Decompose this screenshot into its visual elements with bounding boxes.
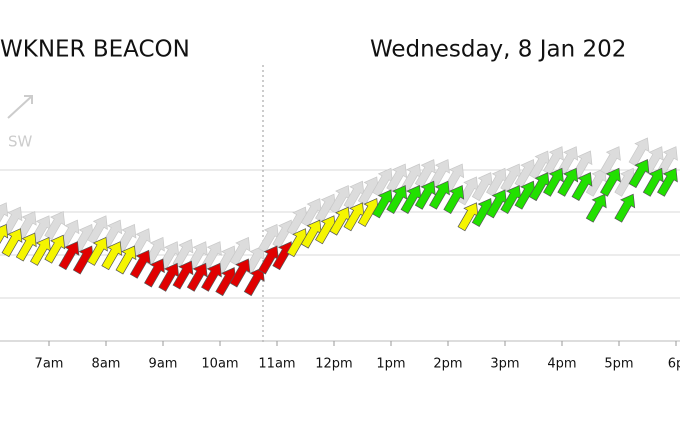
gust-arrow — [0, 202, 9, 232]
wind-arrow — [0, 223, 9, 253]
wind-arrow — [614, 193, 636, 223]
direction-label: SW — [8, 133, 33, 151]
wind-arrow — [87, 236, 108, 266]
chart-title: WKNER BEACON — [0, 37, 190, 63]
wind-arrow — [201, 262, 222, 292]
wind-arrow — [657, 167, 678, 197]
wind-arrow — [58, 241, 80, 271]
x-tick-label: 11am — [258, 357, 295, 372]
gust-arrow — [600, 146, 621, 176]
wind-arrow — [386, 185, 408, 214]
wind-arrow — [115, 245, 137, 275]
wind-arrow — [600, 167, 621, 197]
wind-arrow — [571, 172, 593, 202]
x-tick-label: 7am — [35, 357, 64, 372]
x-tick-label: 4pm — [547, 357, 576, 372]
wind-arrow — [543, 167, 564, 197]
wind-arrow — [15, 232, 37, 262]
wind-arrow — [172, 260, 194, 290]
x-tick-label: 1pm — [376, 357, 405, 372]
wind-arrow — [443, 185, 465, 214]
wind-arrow — [429, 180, 450, 210]
gust-arrow — [585, 167, 607, 197]
wind-arrow — [1, 228, 23, 258]
wind-arrow — [229, 258, 251, 288]
x-tick-label: 9am — [149, 357, 178, 372]
gust-arrow — [229, 236, 251, 266]
x-tick-label: 8am — [92, 357, 121, 372]
gust-arrow — [628, 137, 650, 167]
wind-arrow — [129, 249, 151, 279]
x-tick-label: 2pm — [433, 357, 462, 372]
wind-arrow — [585, 193, 607, 223]
x-tick-label: 10am — [201, 357, 238, 372]
compass-arrow — [7, 95, 33, 119]
wind-arrow — [243, 267, 265, 297]
x-tick-label: 3pm — [490, 357, 519, 372]
wind-arrow — [557, 167, 579, 197]
wind-arrow — [642, 167, 664, 197]
wind-arrow — [44, 234, 66, 264]
x-tick-label: 12pm — [315, 357, 352, 372]
gust-arrow — [87, 215, 108, 245]
wind-arrow — [144, 258, 165, 288]
wind-arrow — [101, 241, 123, 271]
chart-subtitle: Wednesday, 8 Jan 202 — [370, 37, 626, 63]
x-tick-label: 6p — [668, 357, 680, 372]
wind-arrow — [628, 159, 650, 189]
wind-arrow — [186, 262, 208, 292]
x-tick-label: 5pm — [604, 357, 633, 372]
wind-arrow — [414, 180, 436, 210]
